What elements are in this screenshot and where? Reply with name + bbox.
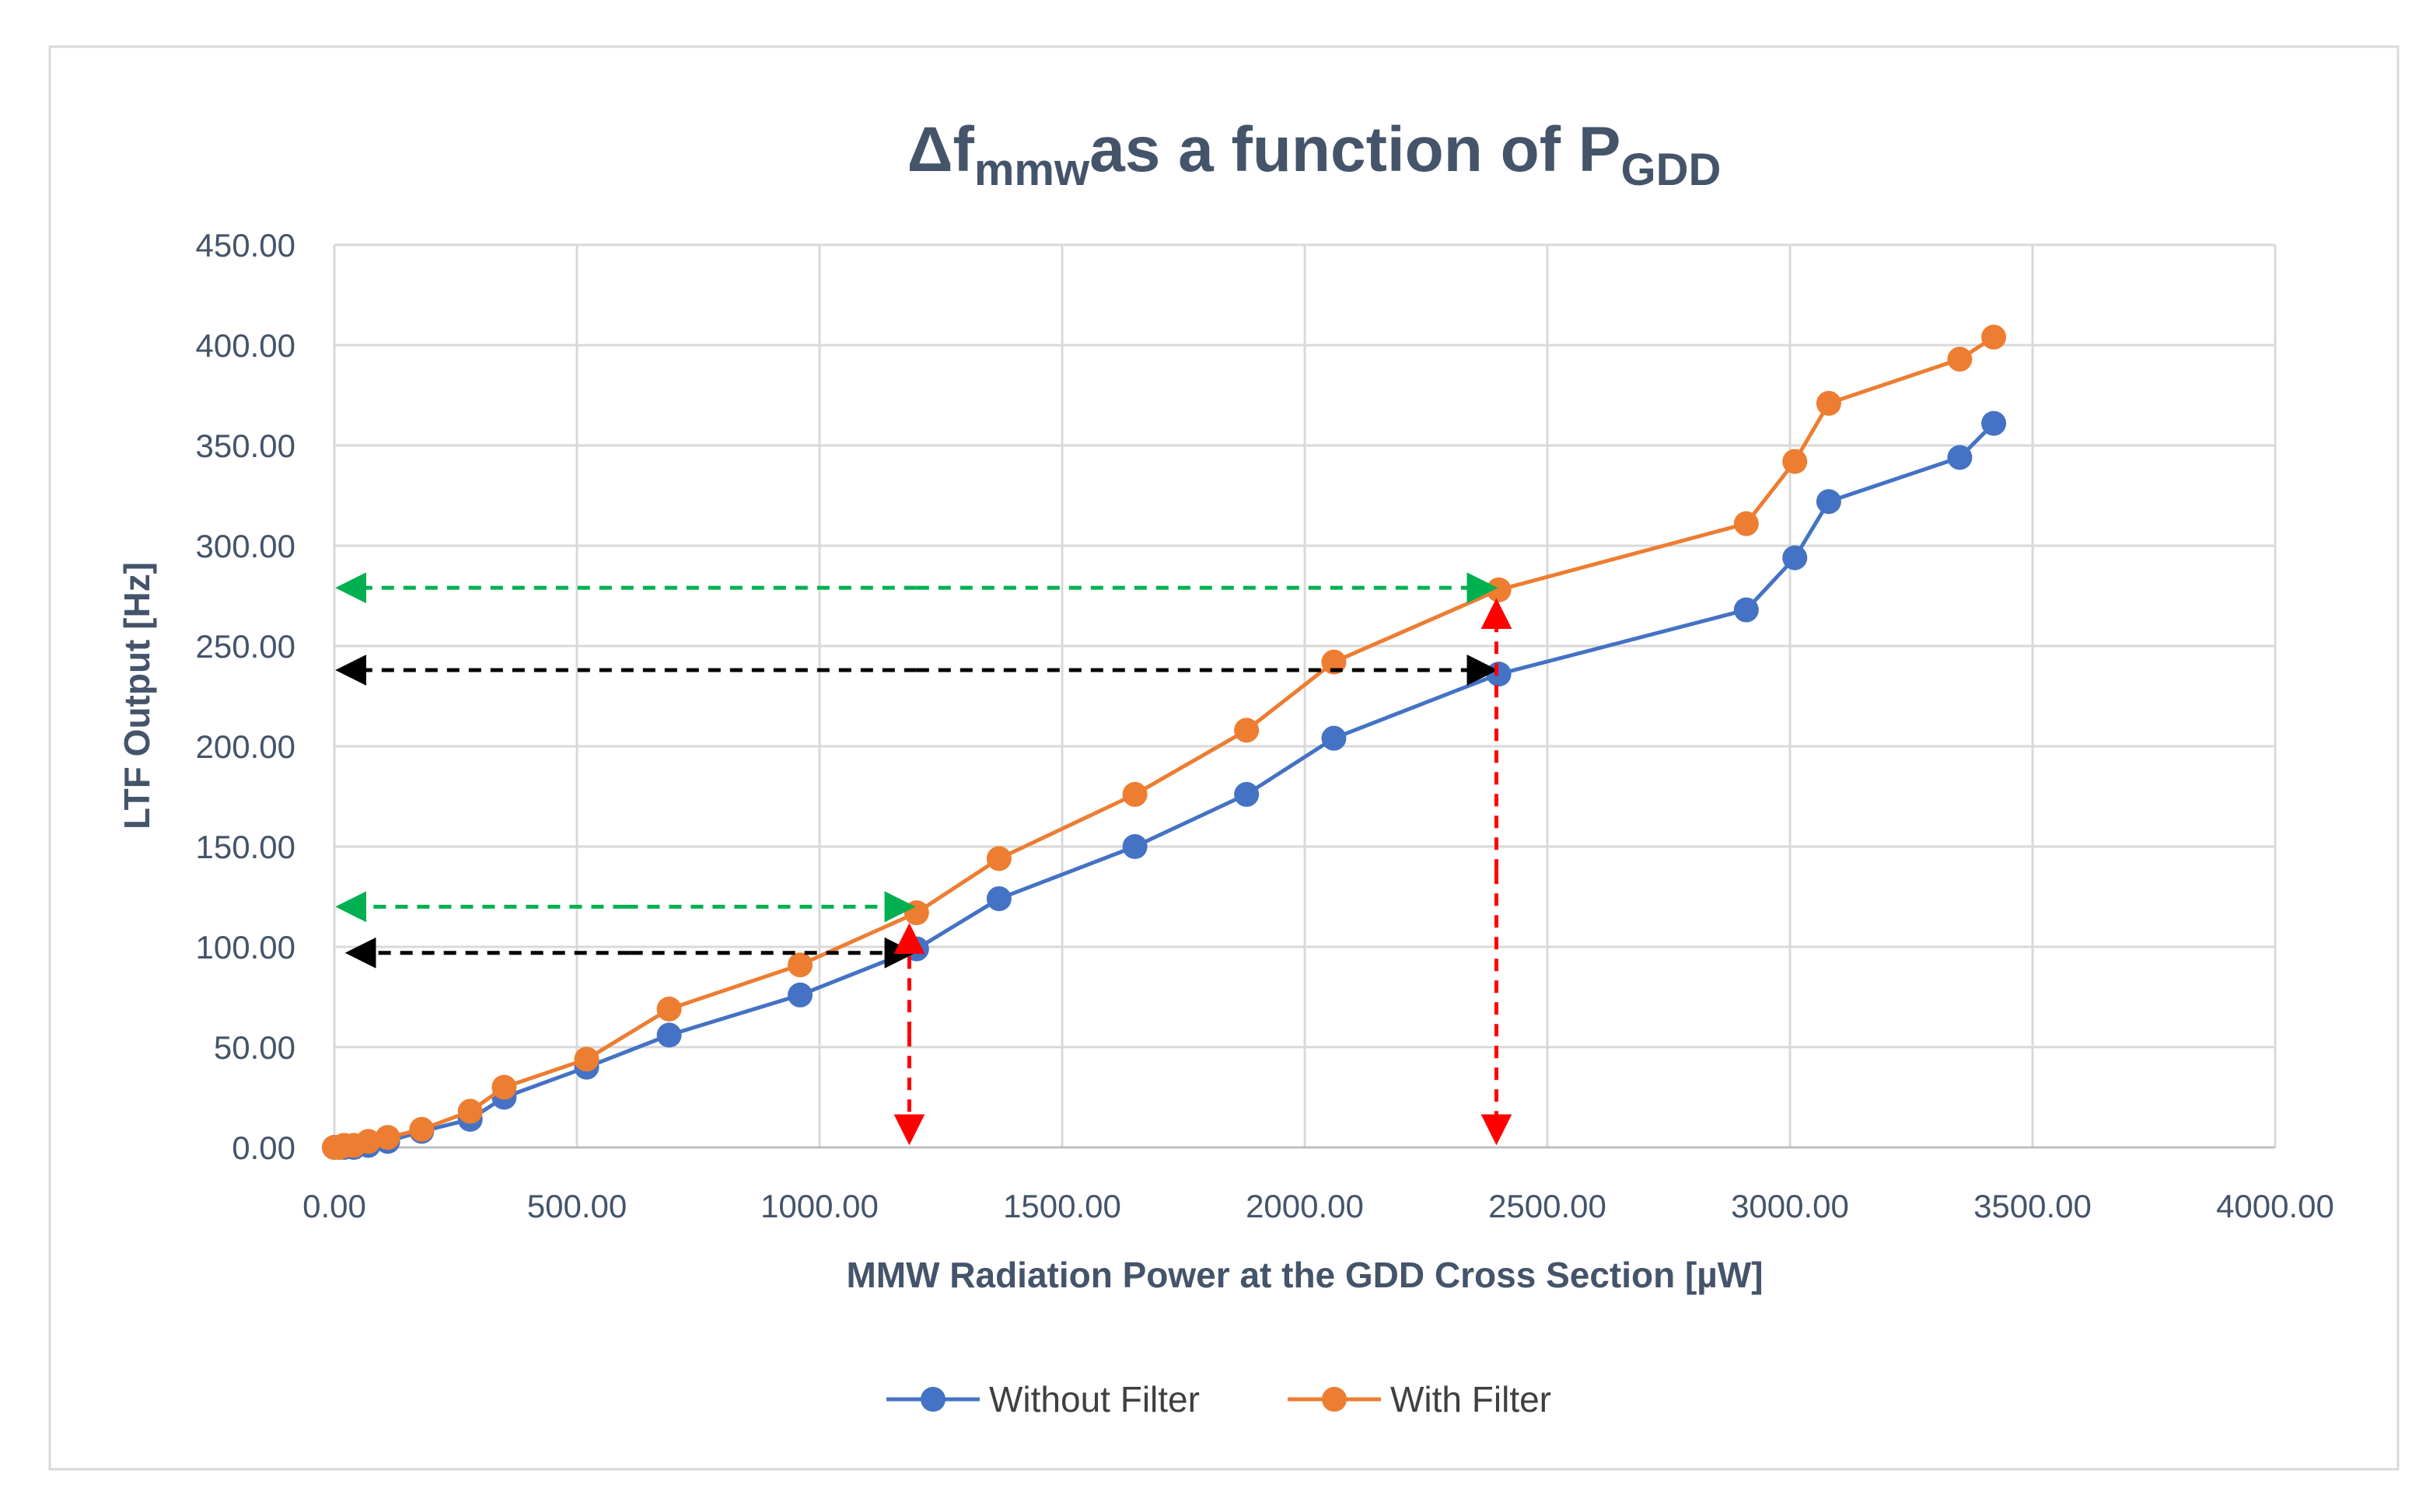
y-axis-label: LTF Output [Hz] [117,562,157,829]
data-point [355,1129,381,1154]
x-tick-label-0: 0.00 [302,1188,366,1224]
legend-label-1: With Filter [1390,1379,1551,1419]
legend-marker-1 [1322,1387,1347,1412]
data-point [1782,449,1808,474]
x-tick-label-7: 3500.00 [1973,1188,2092,1224]
legend-marker-0 [921,1387,946,1412]
title-f: f [953,114,975,185]
legend-label-0: Without Filter [989,1379,1200,1419]
title-delta: Δ [907,114,953,185]
y-tick-label-2: 100.00 [196,929,295,966]
x-tick-label-2: 1000.00 [760,1188,879,1224]
data-point [1816,489,1841,515]
data-point [1321,725,1347,751]
y-tick-label-8: 400.00 [196,327,295,364]
legend: Without Filter With Filter [886,1379,1551,1419]
x-tick-labels: 0.00 500.00 1000.00 1500.00 2000.00 2500.00 30… [302,1188,2334,1224]
data-point [574,1046,600,1072]
data-point [1122,781,1148,807]
data-point [491,1074,517,1100]
y-tick-label-0: 0.00 [232,1130,295,1166]
data-point [409,1116,435,1142]
data-point [1981,324,2007,350]
data-point [1234,718,1260,743]
y-tick-label-4: 200.00 [196,728,295,765]
data-point [1486,662,1512,687]
title-f-subscript: mmw [974,145,1090,195]
y-tick-label-5: 250.00 [196,628,295,665]
data-point [1782,545,1808,571]
data-point [1733,511,1759,536]
y-tick-label-9: 450.00 [196,227,295,264]
data-point [1947,445,1973,470]
y-tick-label-7: 350.00 [196,428,295,464]
data-point [375,1125,400,1151]
data-point [1234,781,1260,807]
title-p-subscript: GDD [1621,145,1722,195]
x-tick-label-8: 4000.00 [2216,1188,2334,1224]
data-point [1122,834,1148,859]
y-tick-label-1: 50.00 [214,1029,295,1066]
data-point [1947,347,1973,372]
data-point [788,952,813,978]
data-point [656,1022,682,1048]
y-tick-label-3: 150.00 [196,829,295,865]
x-tick-label-1: 500.00 [527,1188,627,1224]
data-point [986,886,1012,912]
x-tick-label-4: 2000.00 [1246,1188,1364,1224]
chart-title: Δfmmwas a function of PGDD [907,114,1722,195]
chart-border [48,45,2400,1471]
y-tick-labels: 0.00 50.00 100.00 150.00 200.00 250.00 300.00 3… [196,227,295,1166]
data-point [788,982,813,1007]
data-point [457,1098,483,1124]
x-axis-label: MMW Radiation Power at the GDD Cross Sec… [846,1255,1763,1295]
data-point [1816,390,1841,416]
data-point [986,846,1012,871]
x-tick-label-6: 3000.00 [1731,1188,1849,1224]
annotation-arrows [335,572,1512,1146]
data-point [1733,597,1759,623]
x-tick-label-3: 1500.00 [1003,1188,1121,1224]
y-tick-label-6: 300.00 [196,528,295,564]
data-point [904,900,929,926]
x-tick-label-5: 2500.00 [1488,1188,1606,1224]
data-point [1981,410,2007,436]
title-middle: as a function of P [1089,114,1620,185]
data-point [1486,577,1512,602]
data-point [656,996,682,1021]
